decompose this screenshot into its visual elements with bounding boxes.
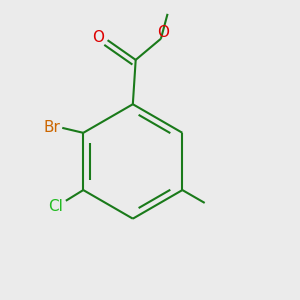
- Text: O: O: [92, 30, 104, 45]
- Text: Cl: Cl: [48, 199, 63, 214]
- Text: O: O: [157, 25, 169, 40]
- Text: Br: Br: [43, 119, 60, 134]
